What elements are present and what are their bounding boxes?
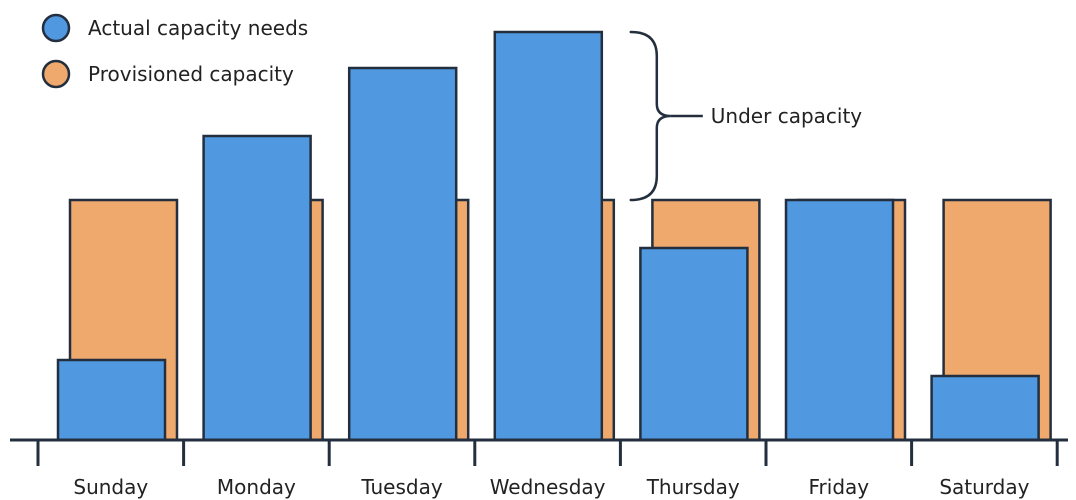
- x-tick-label-tuesday: Tuesday: [360, 475, 443, 499]
- bar-actual-thursday: [639, 246, 749, 442]
- x-tick-label-thursday: Thursday: [646, 475, 740, 499]
- bar-actual-saturday: [930, 374, 1040, 442]
- legend: Actual capacity needs Provisioned capaci…: [41, 13, 308, 89]
- legend-label-provisioned: Provisioned capacity: [88, 62, 294, 86]
- bar-actual-sunday: [56, 358, 167, 442]
- x-axis: Sunday Monday Tuesday Wednesday Thursday Frid…: [10, 438, 1068, 499]
- x-tick-label-monday: Monday: [217, 475, 296, 499]
- bars-layer: [56, 30, 1052, 442]
- x-tick-label-wednesday: Wednesday: [490, 475, 606, 499]
- annotation-label: Under capacity: [711, 104, 862, 128]
- x-tick-label-saturday: Saturday: [939, 475, 1029, 499]
- bar-actual-friday: [784, 198, 895, 442]
- x-tick-label-friday: Friday: [808, 475, 869, 499]
- bar-actual-wednesday: [493, 30, 604, 442]
- legend-item-provisioned: Provisioned capacity: [41, 59, 294, 89]
- bar-actual-monday: [202, 134, 312, 442]
- legend-swatch-provisioned: [41, 59, 71, 89]
- legend-label-actual: Actual capacity needs: [88, 16, 308, 40]
- legend-swatch-actual: [41, 13, 71, 43]
- under-capacity-annotation: Under capacity: [629, 30, 862, 202]
- bar-actual-tuesday: [347, 66, 458, 442]
- brace-icon: [629, 30, 671, 202]
- x-tick-label-sunday: Sunday: [73, 475, 148, 499]
- legend-item-actual: Actual capacity needs: [41, 13, 308, 43]
